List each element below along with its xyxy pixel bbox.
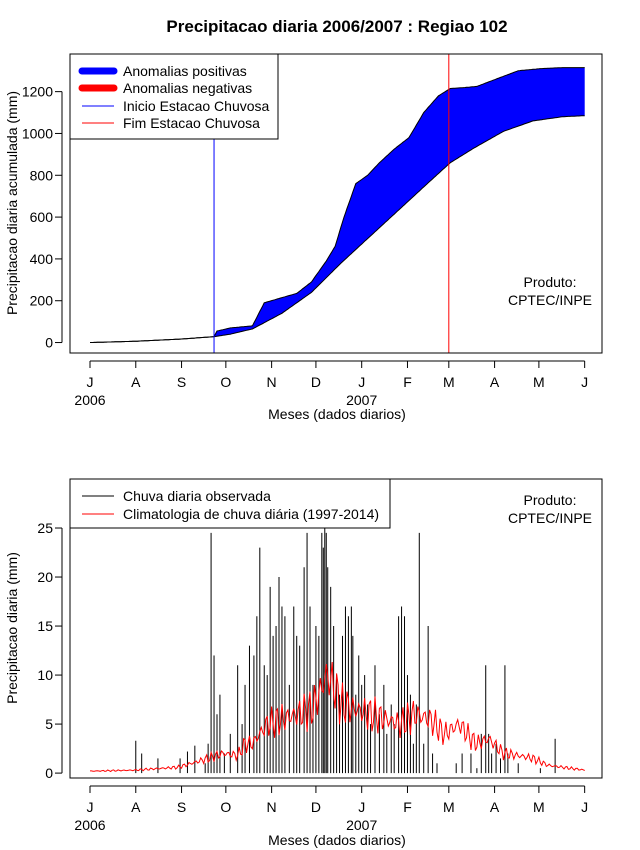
x-axis-bottom: J A S O N D J F M A M J 2006 2007	[74, 785, 588, 833]
positive-anomaly-area	[90, 67, 585, 343]
x-tick-label: A	[490, 374, 500, 390]
legend-label-onset: Inicio Estacao Chuvosa	[123, 98, 270, 114]
y-tick-label: 10	[37, 667, 53, 683]
product-label-top: Produto:	[524, 274, 577, 290]
x-tick-label: A	[131, 374, 141, 390]
y-tick-label: 0	[45, 335, 53, 351]
xlabel-bottom: Meses (dados diarios)	[268, 832, 406, 848]
y-tick-label: 20	[37, 569, 53, 585]
x-tick-label: F	[403, 374, 412, 390]
climatology-accumulated-line	[90, 115, 585, 343]
y-axis-bottom: 0 5 10 15 20 25	[37, 520, 63, 781]
product-org-bottom: CPTEC/INPE	[508, 510, 592, 526]
x-tick-label: N	[267, 374, 277, 390]
y-tick-label: 15	[37, 618, 53, 634]
legend-box-bottom	[69, 478, 391, 529]
legend-label-negative: Anomalias negativas	[123, 80, 252, 96]
x-tick-label: A	[490, 799, 500, 815]
x-tick-label: F	[403, 799, 412, 815]
y-tick-label: 1200	[22, 84, 53, 100]
x-tick-label: S	[177, 799, 186, 815]
year-label: 2007	[346, 392, 377, 408]
xlabel-top: Meses (dados diarios)	[268, 406, 406, 422]
x-tick-label: S	[177, 374, 186, 390]
year-label: 2006	[74, 817, 105, 833]
x-tick-label: O	[220, 799, 231, 815]
x-tick-label: J	[87, 374, 94, 390]
legend-label-positive: Anomalias positivas	[123, 63, 247, 79]
climatology-line	[90, 661, 585, 773]
chart-title: Precipitacao diaria 2006/2007 : Regiao 1…	[166, 17, 507, 36]
x-tick-label: J	[581, 799, 588, 815]
x-tick-label: J	[581, 374, 588, 390]
ylabel-top: Precipitacao diaria acumulada (mm)	[4, 91, 20, 315]
plot-frame-top	[69, 53, 603, 354]
x-tick-label: N	[267, 799, 277, 815]
x-tick-label: D	[311, 374, 321, 390]
daily-rain-bars	[135, 528, 556, 774]
x-tick-label: M	[443, 374, 455, 390]
legend-top: Anomalias positivas Anomalias negativas …	[69, 53, 279, 140]
product-label-bottom: Produto:	[524, 492, 577, 508]
x-tick-label: J	[87, 799, 94, 815]
x-tick-label: M	[443, 799, 455, 815]
legend-label-observed: Chuva diaria observada	[123, 488, 271, 504]
x-tick-label: D	[311, 799, 321, 815]
product-org-top: CPTEC/INPE	[508, 292, 592, 308]
y-tick-label: 25	[37, 520, 53, 536]
x-tick-label: J	[358, 374, 365, 390]
y-tick-label: 800	[30, 167, 54, 183]
legend-label-end: Fim Estacao Chuvosa	[123, 115, 260, 131]
accumulated-precipitation-areas	[90, 67, 585, 343]
legend-label-climatology: Climatologia de chuva diária (1997-2014)	[123, 506, 379, 522]
y-tick-label: 5	[45, 716, 53, 732]
x-tick-label: A	[131, 799, 141, 815]
y-tick-label: 1000	[22, 125, 53, 141]
y-axis-top: 0 200 400 600 800 1000 1200	[22, 84, 63, 351]
x-axis-top: J A S O N D J F M A M J 2006 2007	[74, 360, 588, 408]
x-tick-label: J	[358, 799, 365, 815]
x-tick-label: M	[533, 799, 545, 815]
y-tick-label: 600	[30, 209, 54, 225]
ylabel-bottom: Precipitacao diaria (mm)	[4, 552, 20, 704]
year-label: 2007	[346, 817, 377, 833]
y-tick-label: 0	[45, 765, 53, 781]
year-label: 2006	[74, 392, 105, 408]
x-tick-label: M	[533, 374, 545, 390]
x-tick-label: O	[220, 374, 231, 390]
legend-bottom: Chuva diaria observada Climatologia de c…	[69, 478, 391, 529]
y-tick-label: 200	[30, 293, 54, 309]
y-tick-label: 400	[30, 251, 54, 267]
